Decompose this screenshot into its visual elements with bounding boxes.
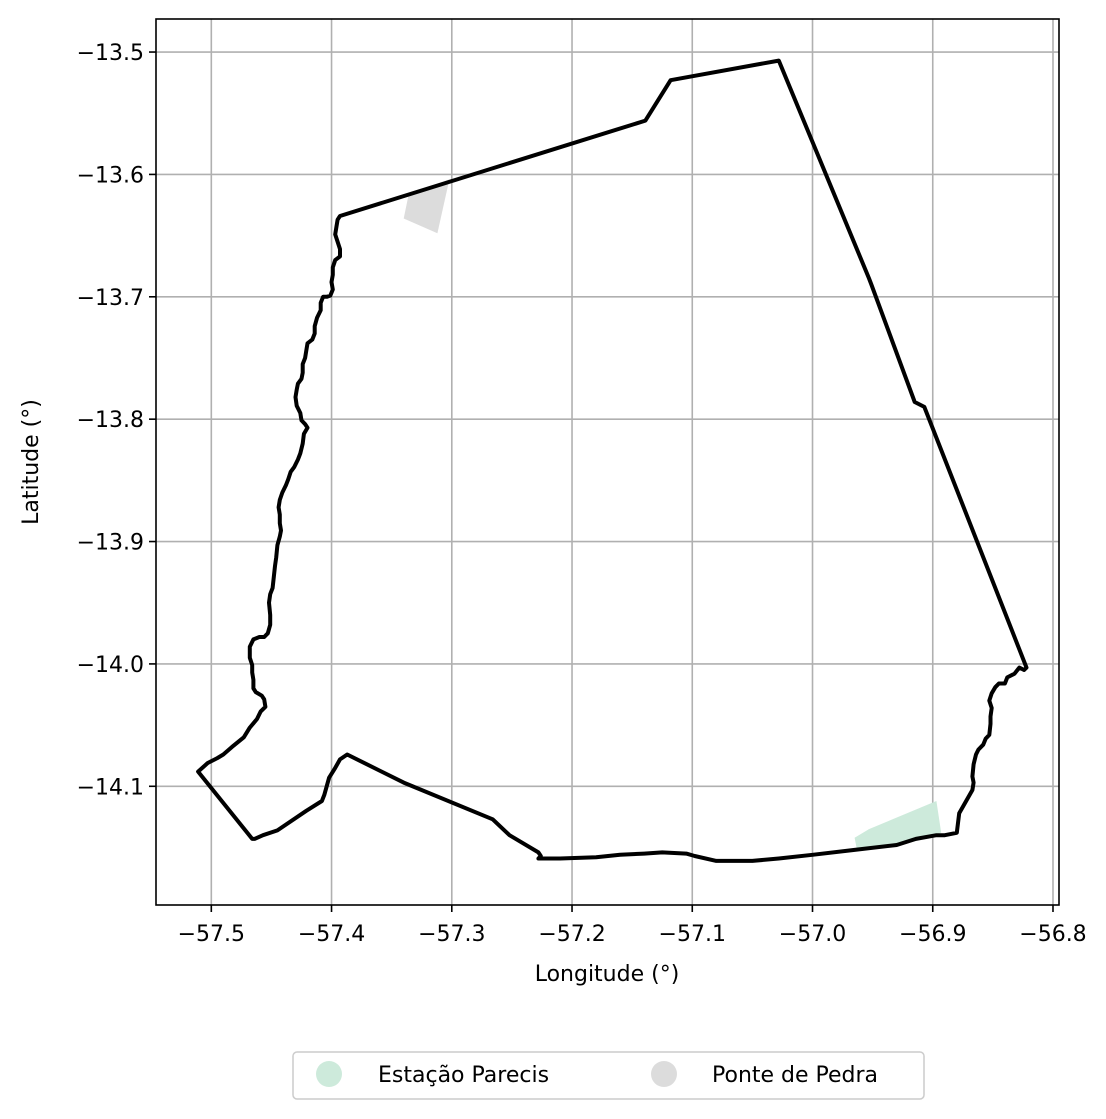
legend: Estação Parecis Ponte de Pedra xyxy=(292,1051,925,1100)
legend-swatch-estacao-parecis xyxy=(316,1061,342,1087)
y-tick-label: −13.8 xyxy=(77,408,144,433)
x-tick-label: −57.5 xyxy=(178,922,245,947)
x-tick-label: −56.8 xyxy=(1019,922,1086,947)
legend-label-ponte-de-pedra: Ponte de Pedra xyxy=(712,1063,878,1088)
plot-frame xyxy=(155,18,1060,906)
x-tick-label: −57.3 xyxy=(418,922,485,947)
legend-label-estacao-parecis: Estação Parecis xyxy=(378,1063,549,1088)
x-tick-label: −57.2 xyxy=(538,922,605,947)
legend-frame xyxy=(292,1051,925,1100)
x-tick-label: −56.9 xyxy=(899,922,966,947)
y-tick-label: −13.5 xyxy=(77,41,144,66)
x-tick-label: −57.1 xyxy=(659,922,726,947)
x-tick-label: −57.0 xyxy=(779,922,846,947)
study-area-boundary xyxy=(196,58,1029,863)
region-layer xyxy=(403,179,942,850)
x-tick-label: −57.4 xyxy=(298,922,365,947)
boundary-layer xyxy=(196,58,1029,863)
y-tick-label: −14.0 xyxy=(77,653,144,678)
x-axis-label: Longitude (°) xyxy=(535,962,680,987)
tick-layer: −57.5 −57.4 −57.3 −57.2 −57.1 −57.0 −56.9 −56.8… xyxy=(77,41,1087,947)
grid-layer xyxy=(156,19,1059,905)
y-tick-label: −14.1 xyxy=(77,775,144,800)
y-axis-label: Latitude (°) xyxy=(19,399,44,525)
y-tick-label: −13.7 xyxy=(77,286,144,311)
y-tick-label: −13.6 xyxy=(77,163,144,188)
y-tick-label: −13.9 xyxy=(77,531,144,556)
legend-swatch-ponte-de-pedra xyxy=(651,1061,677,1087)
